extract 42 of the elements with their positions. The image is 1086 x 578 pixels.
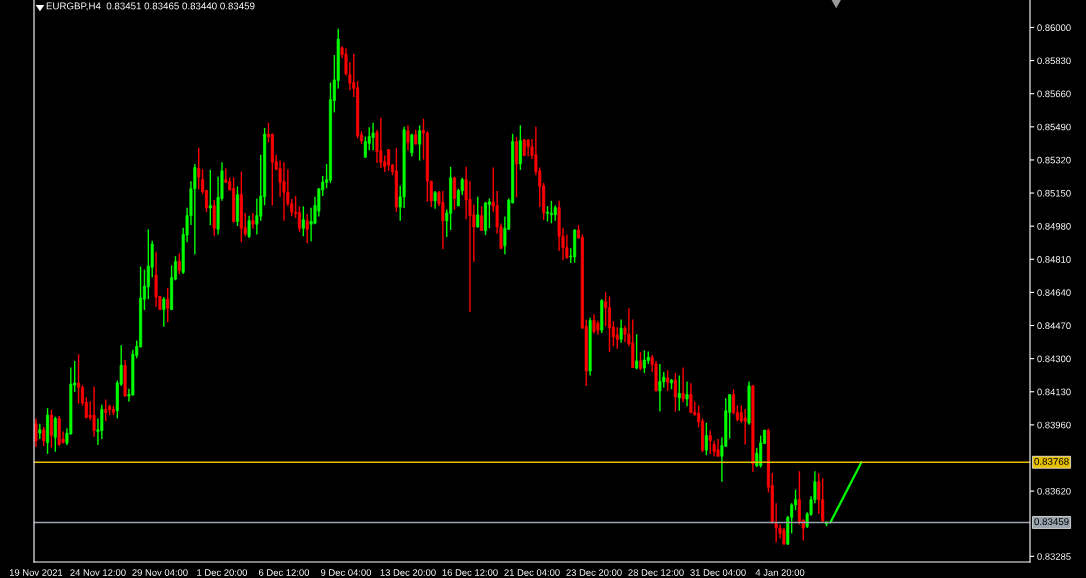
candlestick — [545, 205, 550, 223]
y-tick-label: 0.85490 — [1037, 123, 1071, 131]
y-tick-label: 0.86000 — [1037, 24, 1071, 31]
y-tick-label: 0.84130 — [1037, 388, 1071, 396]
y-tick-label: 0.84810 — [1037, 256, 1071, 263]
candlestick — [600, 298, 604, 334]
y-tick-label: 0.83285 — [1037, 553, 1071, 560]
candlestick — [305, 213, 309, 244]
y-tick-label: 0.83620 — [1037, 487, 1071, 495]
x-tick-label: 31 Dec 04:00 — [690, 569, 746, 576]
y-tick-label: 0.85320 — [1037, 156, 1071, 164]
y-tick-label: 0.84300 — [1037, 355, 1071, 363]
y-tick-label: 0.85660 — [1037, 90, 1071, 98]
candlestick — [166, 287, 170, 323]
x-tick-label: 9 Dec 04:00 — [320, 569, 372, 576]
candlestick — [104, 398, 108, 422]
y-tick-label: 0.84470 — [1037, 322, 1071, 330]
y-tick-label: 0.84980 — [1037, 222, 1071, 230]
x-tick-label: 28 Dec 12:00 — [628, 569, 684, 576]
candlestick — [476, 196, 480, 229]
candlestick — [197, 147, 201, 190]
y-tick-label: 0.83960 — [1037, 421, 1071, 429]
candlestick — [677, 374, 681, 412]
chart-title: EURGBP,H4 0.83451 0.83465 0.83440 0.83459 — [46, 2, 255, 11]
y-tick-label: 0.84640 — [1037, 289, 1071, 296]
x-tick-label: 6 Dec 12:00 — [258, 569, 310, 576]
ref-line-label: 0.83459 — [1034, 518, 1069, 526]
candlestick — [212, 199, 216, 237]
x-tick-label: 23 Dec 20:00 — [566, 569, 622, 576]
x-tick-label: 29 Nov 04:00 — [132, 569, 188, 576]
candlestick — [708, 429, 712, 455]
x-tick-label: 19 Nov 2021 — [9, 569, 63, 576]
x-tick-label: 4 Jan 20:00 — [755, 569, 805, 576]
candlestick — [42, 426, 46, 447]
x-tick-label: 24 Nov 12:00 — [70, 569, 126, 576]
y-tick-label: 0.85830 — [1037, 57, 1071, 65]
y-tick-label: 0.85150 — [1037, 189, 1071, 197]
x-tick-label: 21 Dec 04:00 — [504, 569, 560, 576]
ref-line-label: 0.83768 — [1034, 457, 1069, 465]
x-tick-label: 13 Dec 20:00 — [380, 569, 436, 576]
x-tick-label: 16 Dec 12:00 — [442, 569, 498, 576]
x-tick-label: 1 Dec 20:00 — [197, 569, 248, 576]
